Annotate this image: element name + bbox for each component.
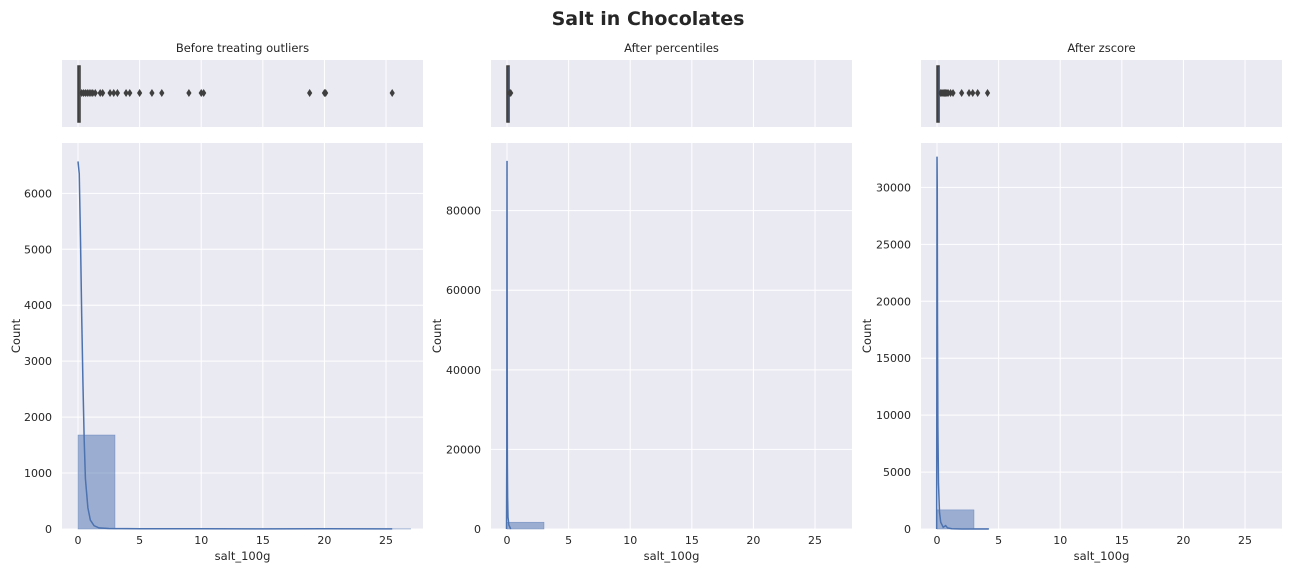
y-tick-label: 3000 (24, 355, 52, 368)
boxplot-outlier (201, 89, 207, 97)
figure-title: Salt in Chocolates (551, 8, 745, 30)
boxplot-outlier (975, 89, 981, 97)
y-tick-label: 2000 (24, 411, 52, 424)
histogram-bar (77, 434, 116, 530)
y-tick-label: 60000 (446, 284, 481, 297)
histogram-axes-background (491, 143, 852, 529)
histogram-axes-background (921, 143, 1282, 529)
x-tick-label: 15 (685, 534, 699, 547)
x-axis-label: salt_100g (215, 549, 271, 563)
boxplot-outlier (959, 89, 965, 97)
y-tick-label: 5000 (24, 243, 52, 256)
x-tick-label: 20 (746, 534, 760, 547)
x-tick-label: 25 (1238, 534, 1252, 547)
x-tick-label: 10 (194, 534, 208, 547)
x-tick-label: 5 (565, 534, 572, 547)
boxplot-outlier (307, 89, 313, 97)
boxplot-outlier (984, 89, 991, 97)
y-tick-label: 6000 (24, 187, 52, 200)
boxplot-outlier (127, 89, 133, 97)
panel-1: Before treating outliers 0 5 10 15 20 25 0 1000 2… (9, 41, 423, 563)
x-axis-label: salt_100g (644, 549, 700, 563)
boxplot-outlier (323, 89, 329, 97)
y-axis-label: Count (860, 318, 874, 353)
boxplot-outlier (950, 89, 956, 97)
y-tick-label: 5000 (883, 466, 911, 479)
kde-line (935, 156, 989, 530)
y-tick-label: 30000 (876, 181, 911, 194)
panel-title: Before treating outliers (176, 41, 309, 55)
x-tick-label: 5 (136, 534, 143, 547)
boxplot-axes-background (491, 60, 852, 127)
panel-title: After percentiles (624, 41, 719, 55)
panel-2: After percentiles 0 5 10 15 20 25 0 20000 40000 60… (430, 41, 852, 563)
y-tick-label: 0 (45, 523, 52, 536)
histogram-axes-background (62, 143, 423, 529)
x-tick-label: 0 (504, 534, 511, 547)
boxplot-outlier (114, 89, 121, 97)
y-tick-label: 0 (904, 523, 911, 536)
x-tick-label: 10 (1053, 534, 1067, 547)
boxplot-outlier (970, 89, 976, 97)
y-tick-label: 25000 (876, 238, 911, 251)
boxplot-outlier (107, 89, 113, 97)
y-tick-label: 4000 (24, 299, 52, 312)
x-tick-label: 25 (808, 534, 822, 547)
boxplot-outlier (508, 89, 514, 97)
x-tick-label: 25 (379, 534, 393, 547)
histogram-bar (506, 521, 545, 530)
boxplot-axes-background (62, 60, 423, 127)
boxplot-outlier (389, 89, 395, 97)
y-tick-label: 10000 (876, 409, 911, 422)
y-tick-label: 80000 (446, 205, 481, 218)
y-tick-label: 20000 (446, 443, 481, 456)
boxplot-outlier (149, 89, 155, 97)
y-axis-label: Count (9, 318, 23, 353)
x-tick-label: 15 (256, 534, 270, 547)
y-tick-label: 0 (474, 523, 481, 536)
boxplot-outlier (966, 89, 972, 97)
boxplot-axes-background (921, 60, 1282, 127)
x-tick-label: 5 (995, 534, 1002, 547)
boxplot-outlier (123, 89, 129, 97)
x-tick-label: 0 (75, 534, 82, 547)
x-tick-label: 15 (1115, 534, 1129, 547)
panel-3: After zscore 0 5 10 15 20 25 0 5000 10000 15000 200… (860, 41, 1282, 563)
y-tick-label: 40000 (446, 364, 481, 377)
panel-title: After zscore (1067, 41, 1135, 55)
x-tick-label: 10 (623, 534, 637, 547)
boxplot-outlier (92, 89, 98, 97)
y-tick-label: 15000 (876, 352, 911, 365)
x-tick-label: 20 (317, 534, 331, 547)
y-tick-label: 20000 (876, 295, 911, 308)
x-tick-label: 0 (934, 534, 941, 547)
y-tick-label: 1000 (24, 467, 52, 480)
boxplot-outlier (186, 89, 192, 97)
kde-line (505, 160, 512, 530)
kde-line (77, 161, 393, 530)
boxplot-outlier (159, 89, 165, 97)
y-axis-label: Count (430, 318, 444, 353)
boxplot-outlier (137, 89, 143, 97)
boxplot-outlier (100, 89, 106, 97)
boxplot-outlier (111, 89, 117, 97)
x-tick-label: 20 (1176, 534, 1190, 547)
x-axis-label: salt_100g (1074, 549, 1130, 563)
